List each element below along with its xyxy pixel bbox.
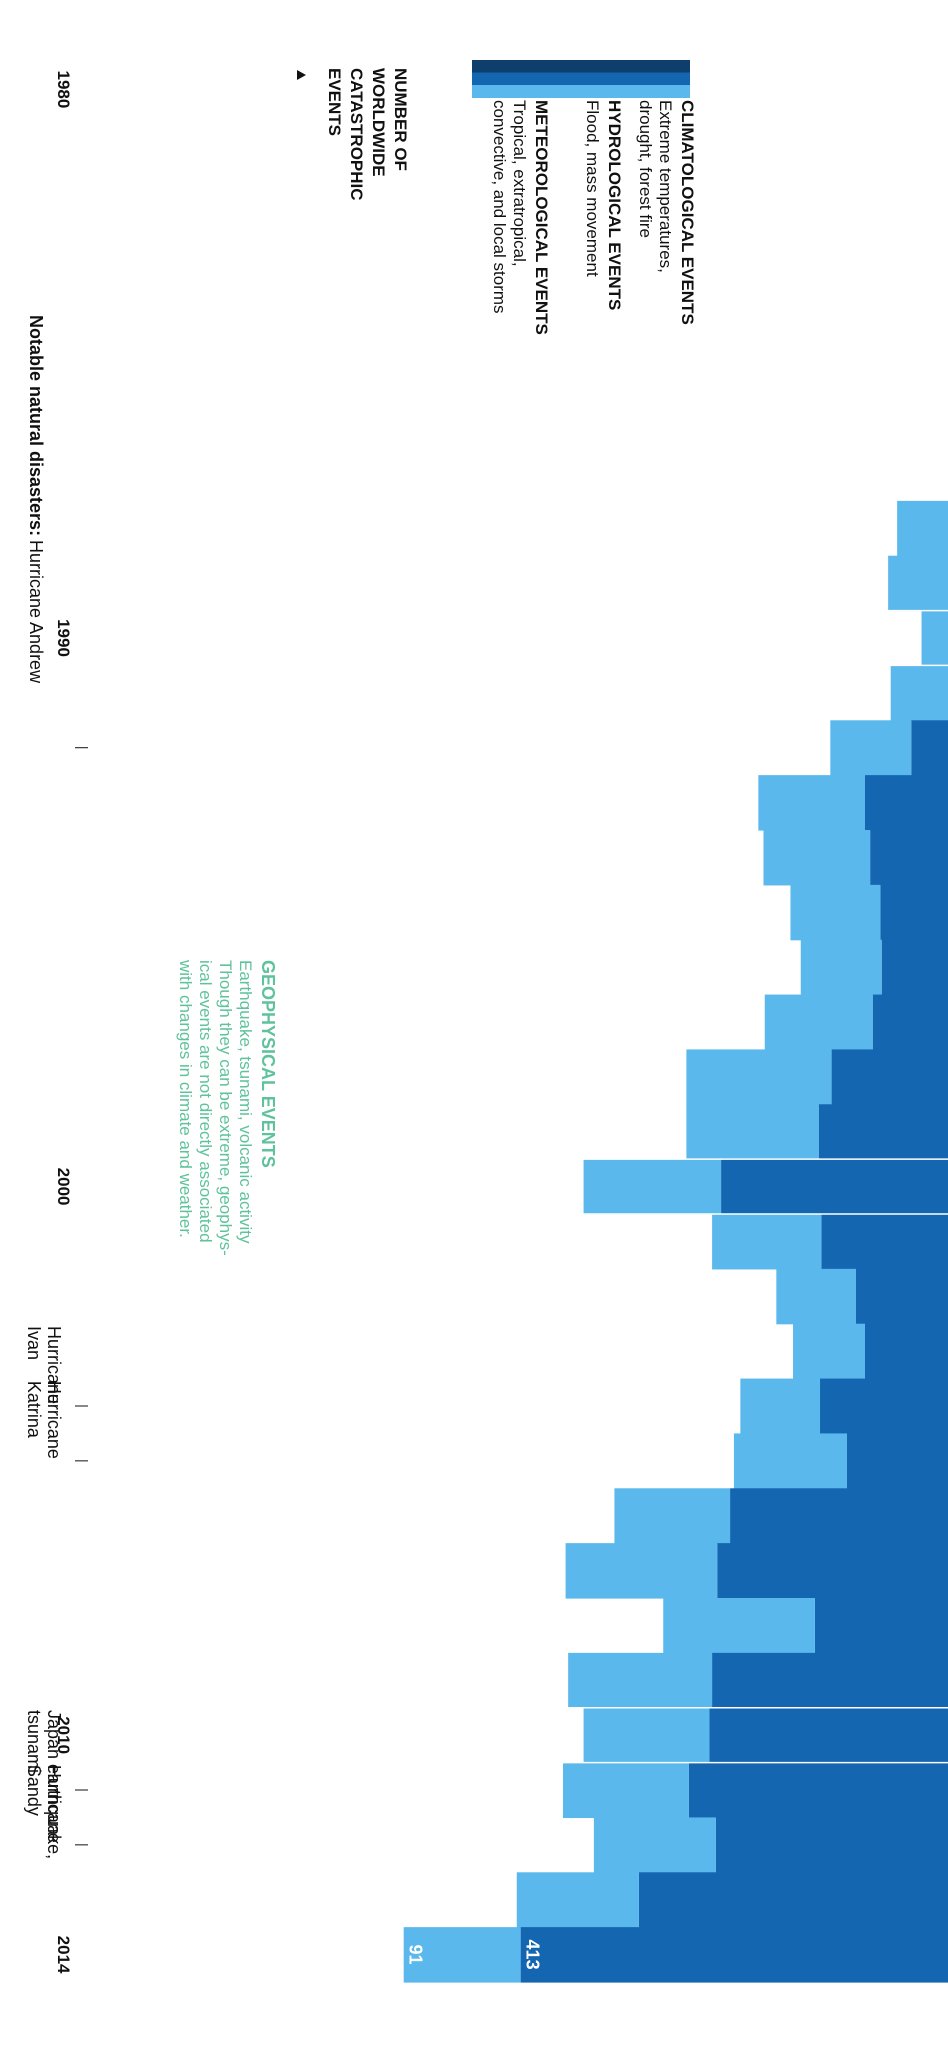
legend-desc-1-1: Extreme temperatures, <box>656 100 675 273</box>
axis-title-marker <box>297 70 306 80</box>
bar-hydrological-2001 <box>821 1214 948 1270</box>
bar-climatological-2012 <box>593 1817 716 1873</box>
legend-desc-3-1: Tropical, extratropical, <box>510 100 529 267</box>
tick-label-2010: 2010 <box>54 1716 73 1754</box>
geo-legend-title: GEOPHYSICAL EVENTS <box>258 960 278 1168</box>
bar-hydrological-2002 <box>855 1268 948 1325</box>
bar-climatological-2014 <box>403 1927 521 1983</box>
bar-climatological-1992 <box>830 720 912 776</box>
bar-climatological-1998 <box>686 1049 832 1105</box>
bar-climatological-2002 <box>776 1268 856 1325</box>
legend-desc-2-1: Flood, mass movement <box>583 100 602 277</box>
disaster-2011-line-1: Japan earthquake, <box>44 1710 64 1859</box>
end-label-climatological: 91 <box>406 1945 426 1965</box>
axis-title-line-1: NUMBER OF <box>391 68 410 171</box>
bar-hydrological-2009 <box>712 1652 948 1709</box>
bar-climatological-2007 <box>565 1543 718 1599</box>
legend-desc-1-2: drought, forest fire <box>636 100 655 238</box>
bar-hydrological-2007 <box>717 1543 948 1599</box>
bar-hydrological-1998 <box>831 1049 948 1105</box>
bar-hydrological-2004 <box>820 1378 948 1435</box>
legend-title-1: CLIMATOLOGICAL EVENTS <box>678 100 697 325</box>
bar-climatological-1990 <box>921 610 948 667</box>
bar-climatological-1988 <box>897 500 948 557</box>
bar-climatological-1999 <box>686 1104 819 1160</box>
bar-climatological-2009 <box>568 1652 713 1709</box>
disasters-heading: Notable natural disasters: <box>26 315 46 536</box>
bar-climatological-2004 <box>740 1378 821 1435</box>
bar-hydrological-1993 <box>865 775 948 831</box>
bar-hydrological-2011 <box>688 1762 948 1819</box>
bar-climatological-1989 <box>888 555 948 612</box>
axis-title-line-2: WORLDWIDE <box>369 68 388 177</box>
bar-hydrological-2014 <box>520 1927 948 1983</box>
legend-title-3: METEOROLOGICAL EVENTS <box>532 100 551 335</box>
end-label-hydrological: 413 <box>523 1940 543 1970</box>
tick-label-1980: 1980 <box>54 71 73 109</box>
bar-climatological-1993 <box>758 775 865 831</box>
disaster-2012-line-1: Hurricane <box>44 1765 64 1843</box>
bar-hydrological-2006 <box>730 1488 948 1544</box>
axis-title-line-4: EVENTS <box>325 68 344 136</box>
bar-climatological-2000 <box>583 1159 722 1215</box>
bar-climatological-2001 <box>712 1214 822 1270</box>
bar-climatological-2008 <box>663 1598 815 1654</box>
bar-hydrological-2012 <box>715 1817 948 1873</box>
bar-hydrological-1995 <box>880 884 948 941</box>
bar-climatological-1991 <box>890 665 948 721</box>
bar-hydrological-2010 <box>709 1707 948 1764</box>
bar-climatological-2003 <box>793 1323 865 1380</box>
disaster-2012-line-2: Sandy <box>24 1765 44 1816</box>
legend-swatch-strip <box>472 60 690 98</box>
bar-hydrological-1999 <box>818 1104 948 1160</box>
legend-title-2: HYDROLOGICAL EVENTS <box>605 100 624 310</box>
axis-title-line-3: CATASTROPHIC <box>347 68 366 201</box>
legend-desc-3-2: convective, and local storms <box>490 100 509 314</box>
bar-climatological-1996 <box>800 939 882 996</box>
geo-legend-desc-2: Though they can be extreme, geophys- <box>216 960 235 1256</box>
geo-legend-desc-4: with changes in climate and weather. <box>176 959 195 1238</box>
disaster-2011-line-2: tsunami <box>24 1710 44 1773</box>
disaster-2004-line-2: Ivan <box>24 1326 44 1360</box>
bar-hydrological-2003 <box>865 1323 948 1380</box>
disaster-1992-line-1: Hurricane Andrew <box>26 540 46 684</box>
disaster-2004-line-1: Hurricane <box>44 1326 64 1404</box>
chart-body: 1980199020002010201417488294004139129119… <box>24 60 948 1983</box>
disaster-2005-line-2: Katrina <box>24 1381 44 1439</box>
bar-climatological-2006 <box>614 1488 731 1544</box>
bar-climatological-1995 <box>790 884 881 941</box>
bar-climatological-2005 <box>733 1433 847 1489</box>
bar-climatological-2013 <box>516 1872 639 1928</box>
disaster-2005-line-1: Hurricane <box>44 1381 64 1459</box>
tick-label-2014: 2014 <box>54 1936 73 1974</box>
bar-hydrological-2000 <box>721 1159 948 1215</box>
bar-hydrological-1996 <box>881 939 948 996</box>
tick-label-1990: 1990 <box>54 619 73 657</box>
bar-climatological-1994 <box>763 830 871 886</box>
bar-hydrological-1994 <box>870 830 948 886</box>
bar-climatological-2010 <box>583 1707 710 1764</box>
bar-hydrological-1992 <box>911 720 948 776</box>
bar-climatological-1997 <box>764 994 873 1051</box>
bar-hydrological-1997 <box>872 994 948 1051</box>
bar-hydrological-2008 <box>814 1598 948 1654</box>
tick-label-2000: 2000 <box>54 1168 73 1206</box>
geo-legend-desc-1: Earthquake, tsunami, volcanic activity <box>236 960 255 1244</box>
bar-hydrological-2013 <box>638 1872 948 1928</box>
geo-legend-desc-3: ical events are not directly associated <box>196 960 215 1243</box>
bar-hydrological-2005 <box>847 1433 948 1489</box>
bar-climatological-2011 <box>563 1762 689 1819</box>
